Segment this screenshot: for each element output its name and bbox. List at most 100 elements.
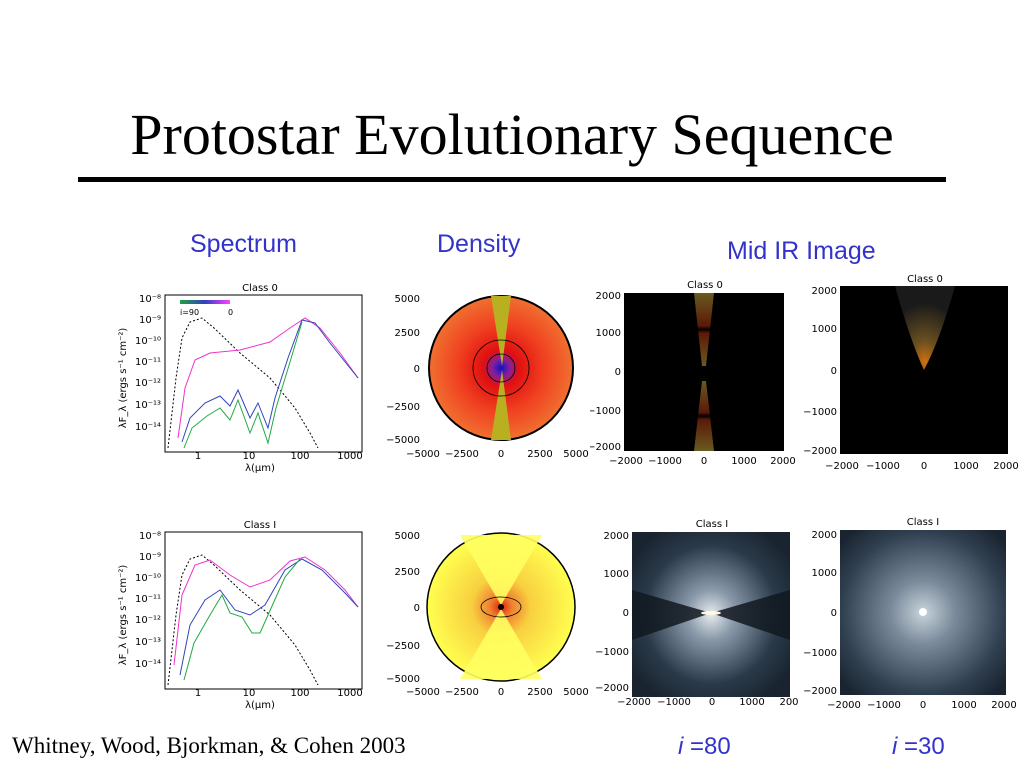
- y-tick: 1000: [596, 328, 621, 339]
- y-tick: −2500: [386, 641, 420, 652]
- y-tick: 0: [831, 608, 837, 619]
- x-tick: 0: [701, 456, 707, 467]
- x-tick: 2500: [527, 687, 552, 698]
- page-title: Protostar Evolutionary Sequence: [0, 100, 1024, 170]
- y-tick: 2500: [395, 567, 420, 578]
- y-tick: 10⁻¹⁴: [135, 659, 161, 670]
- density-class1: 5000 2500 0 −2500 −5000 −5000 −2500 0 25…: [380, 525, 590, 705]
- x-tick: 1000: [731, 456, 756, 467]
- y-tick: −2000: [590, 442, 621, 453]
- midir-class1-i30: Class I 2000 1000 0 −1000 −2000 −2000 −1…: [800, 513, 1024, 718]
- y-tick: −2000: [803, 446, 837, 457]
- y-tick: 10⁻¹¹: [135, 357, 161, 368]
- y-tick: 10⁻⁸: [139, 294, 161, 305]
- y-tick: −2500: [386, 402, 420, 413]
- y-tick: 2000: [596, 291, 621, 302]
- x-tick: −2000: [827, 700, 861, 711]
- sed-curve-top: [178, 318, 358, 438]
- header-midir: Mid IR Image: [727, 237, 876, 266]
- x-tick: 100: [290, 688, 309, 699]
- y-label: λF_λ (ergs s⁻¹ cm⁻²): [118, 565, 129, 666]
- y-tick: 5000: [395, 531, 420, 542]
- sed-curve-mid: [182, 320, 358, 442]
- x-tick: −2000: [825, 461, 859, 472]
- y-tick: −2000: [803, 686, 837, 697]
- y-tick: 10⁻¹²: [135, 615, 161, 626]
- spectrum-class0: Class 0 10⁻⁸ 10⁻⁹ 10⁻¹⁰ 10⁻¹¹ 10⁻¹² 10⁻¹…: [110, 278, 370, 478]
- x-label: λ(μm): [245, 463, 275, 474]
- midir-class1-i80: Class I 2000 1000 0 −1000 −2000 −2000 −1…: [592, 515, 802, 710]
- y-tick: −1000: [595, 647, 629, 658]
- y-tick: 10⁻¹³: [135, 637, 161, 648]
- y-tick: 0: [414, 364, 420, 375]
- x-tick: 1: [195, 688, 201, 699]
- x-tick: −2000: [609, 456, 643, 467]
- legend-left: i=90: [180, 308, 199, 317]
- y-tick: 0: [414, 603, 420, 614]
- x-tick: 2000: [770, 456, 795, 467]
- y-tick: −2000: [595, 683, 629, 694]
- inclination-80: i =80: [678, 733, 731, 761]
- y-tick: 2000: [812, 530, 837, 541]
- y-tick: −5000: [386, 435, 420, 446]
- header-density: Density: [437, 230, 520, 259]
- y-tick: −5000: [386, 674, 420, 685]
- sed-curve-low: [184, 559, 300, 680]
- panel-title: Class 0: [687, 280, 723, 291]
- y-tick: 2000: [812, 286, 837, 297]
- x-tick: −1000: [648, 456, 682, 467]
- y-tick: 10⁻¹¹: [135, 594, 161, 605]
- y-tick: 10⁻⁹: [139, 552, 161, 563]
- x-tick: 1000: [739, 697, 764, 708]
- x-tick: 0: [920, 700, 926, 711]
- spectrum-class1: Class I 10⁻⁸ 10⁻⁹ 10⁻¹⁰ 10⁻¹¹ 10⁻¹² 10⁻¹…: [110, 515, 370, 715]
- inclination-30: i =30: [892, 733, 945, 761]
- panel-title: Class I: [907, 517, 939, 528]
- sed-curve-top: [174, 557, 358, 665]
- density-class0: 5000 2500 0 −2500 −5000 −5000 −2500 0 25…: [380, 288, 590, 468]
- x-tick: 1000: [953, 461, 978, 472]
- panel-title: Class 0: [907, 274, 943, 285]
- x-tick: −1000: [866, 461, 900, 472]
- x-tick: 10: [243, 688, 256, 699]
- panel-title: Class 0: [242, 283, 278, 294]
- x-tick: 0: [921, 461, 927, 472]
- panel-title: Class I: [244, 520, 276, 531]
- x-tick: −2500: [445, 449, 479, 460]
- y-tick: 10⁻⁸: [139, 531, 161, 542]
- x-tick: 200: [779, 697, 798, 708]
- central-source: [701, 611, 721, 615]
- y-tick: −1000: [803, 648, 837, 659]
- y-tick: 10⁻¹³: [135, 400, 161, 411]
- y-tick: −1000: [590, 406, 621, 417]
- y-tick: −1000: [803, 407, 837, 418]
- title-rule: [78, 177, 946, 182]
- legend-bar: [180, 300, 230, 304]
- y-tick: 2000: [604, 531, 629, 542]
- x-tick: 1: [195, 451, 201, 462]
- x-tick: 5000: [563, 449, 588, 460]
- y-tick: 10⁻⁹: [139, 315, 161, 326]
- panel-title: Class I: [696, 519, 728, 530]
- y-tick: 0: [615, 367, 621, 378]
- x-tick: −1000: [657, 697, 691, 708]
- x-tick: 1000: [337, 688, 362, 699]
- x-tick: 5000: [563, 687, 588, 698]
- y-tick: 10⁻¹⁴: [135, 422, 161, 433]
- x-tick: −1000: [867, 700, 901, 711]
- y-tick: 10⁻¹²: [135, 378, 161, 389]
- protostar: [498, 604, 504, 610]
- y-tick: 1000: [604, 569, 629, 580]
- x-label: λ(μm): [245, 700, 275, 711]
- y-tick: 1000: [812, 324, 837, 335]
- x-tick: 1000: [337, 451, 362, 462]
- x-tick: 2000: [993, 461, 1018, 472]
- legend-right: 0: [228, 308, 233, 317]
- x-tick: 100: [290, 451, 309, 462]
- y-tick: 0: [831, 366, 837, 377]
- x-tick: 0: [498, 449, 504, 460]
- x-tick: 0: [498, 687, 504, 698]
- x-tick: 10: [243, 451, 256, 462]
- x-tick: −2500: [445, 687, 479, 698]
- x-tick: 1000: [951, 700, 976, 711]
